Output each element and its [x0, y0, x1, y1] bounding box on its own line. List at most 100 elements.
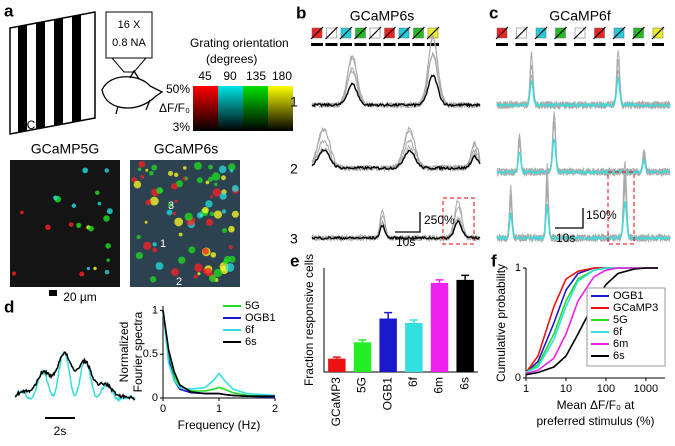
- cell: [219, 192, 227, 200]
- cell: [210, 252, 217, 258]
- cell: [196, 177, 203, 184]
- orientation-label: 45: [198, 69, 212, 83]
- cell: [167, 170, 174, 176]
- bar: [353, 342, 372, 372]
- stimulus-arrow: [354, 26, 367, 40]
- cell: [71, 203, 77, 208]
- cell: [149, 276, 157, 283]
- trace: [14, 351, 136, 401]
- trace: [496, 114, 671, 177]
- panel-title: GCaMP6s: [350, 8, 415, 24]
- cell: [53, 195, 58, 200]
- scale-bar: [395, 212, 421, 233]
- trace: [311, 148, 481, 171]
- colorbar-title: (degrees): [206, 52, 257, 66]
- legend-label: 6f: [613, 326, 623, 338]
- trace: [496, 59, 671, 111]
- cell: [218, 165, 227, 174]
- cell: [228, 163, 236, 171]
- cell: [196, 212, 204, 219]
- stimulus-bar: [652, 43, 664, 46]
- trace: [496, 138, 671, 176]
- cell: [151, 164, 158, 171]
- legend-label: OGB1: [613, 290, 644, 302]
- bar: [456, 279, 474, 372]
- stimulus-arrow: [612, 26, 626, 40]
- cell: [173, 172, 179, 178]
- cell: [197, 272, 201, 276]
- y-axis-label: Fourier spectra: [131, 311, 145, 392]
- legend-label: 6m: [613, 338, 628, 350]
- trace: [311, 34, 481, 110]
- bar: [430, 282, 449, 372]
- cell: [231, 210, 239, 218]
- y-tick-label: 1: [515, 262, 521, 274]
- stimulus-bar: [354, 43, 367, 46]
- trace: [496, 76, 671, 109]
- image-title: GCaMP5G: [31, 141, 99, 157]
- stimulus-arrow: [515, 26, 528, 40]
- cell: [188, 246, 196, 254]
- cell: [213, 268, 223, 278]
- trace: [311, 138, 481, 172]
- cell: [105, 243, 111, 249]
- mouse: [101, 69, 164, 115]
- scale-bar-label: 20 µm: [63, 290, 97, 304]
- cell: [135, 251, 143, 260]
- cell: [104, 269, 110, 275]
- stimulus-arrow: [593, 26, 606, 40]
- cell: [209, 211, 215, 217]
- cell: [106, 208, 113, 215]
- colorbar-min: 3%: [173, 120, 191, 134]
- objective-label: 16 X: [118, 19, 141, 31]
- panel-label: c: [489, 3, 498, 22]
- cell: [210, 195, 214, 199]
- legend-label: GCaMP3: [613, 302, 658, 314]
- scale-bar-label: 150%: [586, 208, 617, 222]
- cell-label: 1: [160, 238, 166, 250]
- x-tick-label: 2: [272, 403, 278, 415]
- cell: [174, 199, 178, 203]
- cell: [145, 168, 149, 172]
- x-tick-label: 1000: [634, 383, 658, 395]
- stimulus-bar: [632, 43, 645, 46]
- cell: [214, 182, 218, 187]
- row-label: 2: [290, 161, 298, 177]
- cell: [137, 167, 142, 172]
- legend-label: 6f: [245, 324, 255, 336]
- trace: [311, 51, 481, 109]
- stimulus-bar: [383, 43, 396, 46]
- stimulus-bar: [398, 43, 410, 46]
- line: [162, 310, 276, 397]
- trace: [496, 111, 671, 178]
- legend-label: OGB1: [245, 312, 276, 324]
- stimulus-bar: [613, 43, 625, 46]
- cell: [211, 172, 221, 181]
- y-axis-label: Fraction responsive cells: [302, 254, 316, 386]
- panel-label: a: [4, 1, 14, 20]
- cell: [88, 225, 94, 232]
- image: [10, 160, 120, 287]
- y-tick-label: 0: [515, 372, 521, 384]
- scale-bar: [49, 290, 57, 296]
- cell: [136, 234, 141, 240]
- cell: [45, 224, 51, 230]
- cell: [223, 259, 229, 265]
- colorbar-title: Grating orientation: [190, 36, 289, 50]
- cell: [204, 267, 213, 277]
- stimulus-bar: [554, 43, 567, 46]
- row-label: 1: [290, 94, 298, 110]
- lcd-screen: [9, 11, 96, 135]
- cell: [168, 202, 173, 208]
- cell: [193, 161, 202, 170]
- cell: [82, 167, 89, 174]
- cell: [106, 258, 110, 262]
- cell: [202, 248, 209, 255]
- x-tick-label: 10: [560, 383, 572, 395]
- x-axis-label: Frequency (Hz): [178, 418, 261, 432]
- stimulus-arrow: [368, 26, 382, 40]
- cell: [184, 212, 193, 221]
- cell: [194, 263, 203, 273]
- cell: [103, 215, 110, 222]
- x-axis-label: Mean ΔF/F₀ at: [557, 398, 635, 412]
